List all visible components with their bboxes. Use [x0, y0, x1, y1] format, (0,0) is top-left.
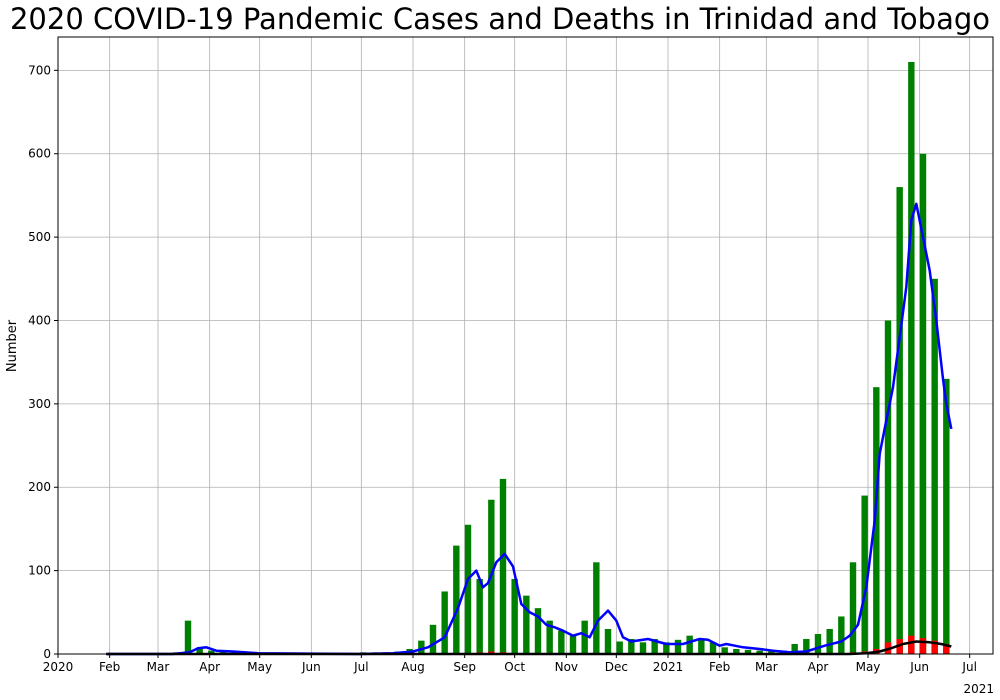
bar-s0-57 — [768, 651, 775, 654]
bar-s0-65 — [861, 495, 868, 654]
bar-s1-12 — [931, 640, 938, 654]
bar-s0-43 — [604, 628, 612, 654]
bar-s0-35 — [511, 578, 518, 654]
y-tick-label: 100 — [28, 564, 51, 578]
bar-s0-54 — [733, 648, 740, 654]
lines — [106, 202, 953, 656]
bar-s1-2 — [488, 651, 495, 654]
bar-s0-52 — [709, 642, 717, 654]
y-tick-label: 500 — [28, 230, 51, 244]
y-tick-label: 300 — [28, 397, 51, 411]
bar-s0-37 — [534, 608, 542, 654]
bar-s0-10 — [219, 651, 227, 654]
bar-s0-53 — [721, 647, 728, 654]
bar-s1-10 — [908, 635, 915, 654]
bar-s0-30 — [453, 545, 460, 654]
bar-s0-34 — [499, 478, 507, 654]
bar-s0-49 — [674, 639, 682, 654]
bar-s0-44 — [616, 641, 623, 654]
x-tick-label: Mar — [755, 660, 778, 674]
y-axis: 0 100 200 300 400 500 600 700 — [28, 63, 58, 661]
line-s2 — [106, 202, 953, 656]
x-tick-label: Feb — [709, 660, 730, 674]
bar-s0-51 — [698, 638, 705, 654]
bar-s0-27 — [418, 640, 425, 654]
bar-s0-41 — [581, 620, 588, 654]
bar-s0-42 — [593, 562, 600, 654]
x-tick-label: Mar — [147, 660, 170, 674]
bar-s1-11 — [919, 638, 927, 654]
x-tick-label: Jul — [961, 660, 976, 674]
x-axis: 2020 Feb Mar Apr May Jun Jul Aug Sep Oct Nov Dec 202… — [43, 654, 977, 674]
bar-s0-29 — [441, 591, 448, 654]
bar-s0-46 — [639, 642, 647, 654]
bar-s0-38 — [546, 620, 553, 654]
x-tick-label: 2020 — [43, 660, 74, 674]
x-tick-label: Jun — [909, 660, 929, 674]
bar-s0-47 — [651, 638, 658, 654]
bar-s0-39 — [558, 630, 565, 654]
x-tick-label: Dec — [605, 660, 628, 674]
bar-s0-48 — [663, 642, 670, 654]
bar-s0-9 — [208, 650, 215, 654]
bar-s0-67 — [884, 320, 892, 654]
bar-s1-13 — [943, 643, 950, 654]
bar-s0-63 — [838, 616, 845, 654]
bar-s0-45 — [628, 638, 635, 654]
x-axis-year-offset: 2021 — [963, 682, 994, 696]
bar-s0-36 — [523, 595, 530, 654]
x-tick-label: Nov — [555, 660, 578, 674]
bar-s0-69 — [908, 62, 915, 655]
y-tick-label: 400 — [28, 313, 51, 327]
x-tick-label: Apr — [808, 660, 829, 674]
x-tick-label: May — [247, 660, 272, 674]
bars — [173, 62, 950, 655]
chart-title: 2020 COVID-19 Pandemic Cases and Deaths … — [9, 2, 990, 36]
x-tick-label: Feb — [99, 660, 120, 674]
y-tick-label: 700 — [28, 63, 51, 77]
x-tick-label: Apr — [199, 660, 220, 674]
y-tick-label: 600 — [28, 147, 51, 161]
bar-s0-50 — [686, 635, 693, 654]
bar-s0-56 — [756, 650, 763, 654]
bar-s0-8 — [196, 647, 203, 654]
bar-s0-7 — [184, 620, 192, 654]
y-axis-label: Number — [5, 319, 20, 372]
bar-s0-66 — [873, 387, 880, 654]
bar-s0-70 — [919, 153, 927, 654]
bar-s0-62 — [826, 628, 833, 654]
bar-s0-31 — [464, 524, 472, 654]
bar-s0-55 — [744, 649, 752, 654]
bar-s0-59 — [791, 643, 798, 654]
bar-s0-40 — [569, 635, 577, 654]
grid — [57, 37, 993, 655]
x-tick-label: Jul — [353, 660, 368, 674]
x-tick-label: 2021 — [653, 660, 684, 674]
x-tick-label: Jun — [301, 660, 321, 674]
x-tick-label: Aug — [401, 660, 424, 674]
bar-s0-60 — [803, 638, 810, 654]
y-tick-label: 200 — [28, 480, 51, 494]
bar-s0-64 — [849, 562, 857, 654]
bar-s0-28 — [429, 624, 437, 654]
x-tick-label: May — [856, 660, 881, 674]
plot-frame — [57, 36, 994, 655]
x-tick-label: Sep — [453, 660, 476, 674]
y-tick-label: 0 — [43, 647, 51, 661]
bar-s0-61 — [814, 633, 822, 654]
bar-s0-72 — [943, 378, 950, 654]
bar-s0-32 — [476, 578, 483, 654]
x-tick-label: Oct — [504, 660, 525, 674]
bar-s0-71 — [931, 278, 938, 654]
bar-s0-68 — [896, 187, 903, 654]
